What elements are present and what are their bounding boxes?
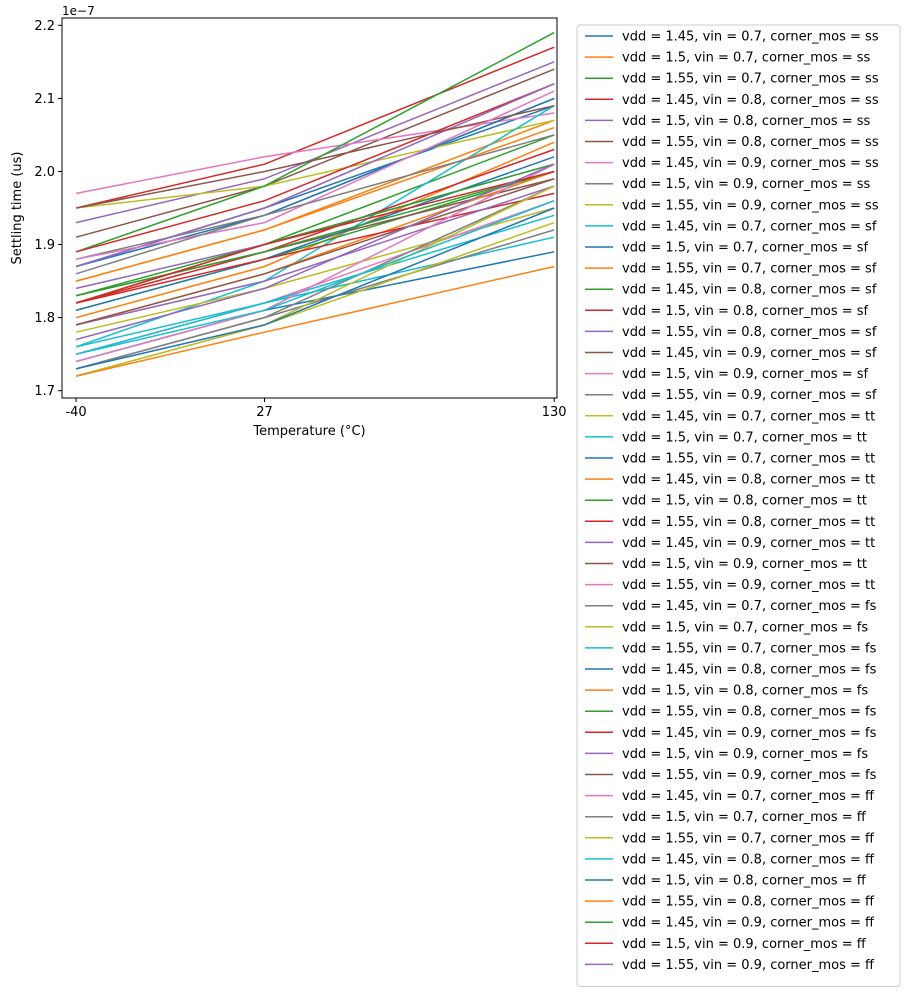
series-line [75, 170, 555, 304]
y-tick-label: 2.0 [34, 165, 55, 180]
series-layer [75, 31, 555, 377]
legend-label: vdd = 1.45, vin = 0.7, corner_mos = tt [622, 409, 875, 424]
x-tick-label: 130 [542, 405, 567, 420]
legend-label: vdd = 1.45, vin = 0.9, corner_mos = sf [622, 346, 877, 361]
legend-label: vdd = 1.55, vin = 0.7, corner_mos = ff [622, 831, 875, 846]
x-axis: -40 27 130 [65, 398, 567, 420]
y-tick-label: 1.9 [34, 238, 55, 253]
y-offset-label: 1e−7 [62, 4, 95, 18]
legend-label: vdd = 1.5, vin = 0.9, corner_mos = ff [622, 937, 867, 952]
legend-label: vdd = 1.45, vin = 0.9, corner_mos = ff [622, 916, 875, 931]
series-line [75, 185, 555, 370]
series-line [75, 236, 555, 348]
series-line [75, 61, 555, 224]
y-axis: 1.7 1.8 1.9 2.0 2.1 2.2 [34, 19, 62, 399]
legend-label: vdd = 1.5, vin = 0.8, corner_mos = ff [622, 874, 867, 889]
legend-label: vdd = 1.55, vin = 0.8, corner_mos = ff [622, 895, 875, 910]
legend-label: vdd = 1.5, vin = 0.8, corner_mos = sf [622, 304, 869, 319]
legend-label: vdd = 1.5, vin = 0.9, corner_mos = tt [622, 557, 867, 572]
series-line [75, 178, 555, 326]
legend-label: vdd = 1.45, vin = 0.8, corner_mos = sf [622, 283, 877, 298]
legend-label: vdd = 1.5, vin = 0.8, corner_mos = ss [622, 114, 871, 129]
legend-label: vdd = 1.5, vin = 0.7, corner_mos = fs [622, 620, 868, 635]
legend-label: vdd = 1.55, vin = 0.8, corner_mos = fs [622, 705, 877, 720]
legend-items: vdd = 1.45, vin = 0.7, corner_mos = ss vd… [585, 30, 879, 973]
y-tick-label: 1.8 [34, 311, 55, 326]
series-line [75, 207, 555, 370]
legend-frame [576, 24, 901, 987]
y-tick-label: 1.7 [34, 384, 55, 399]
legend-label: vdd = 1.55, vin = 0.9, corner_mos = sf [622, 388, 877, 403]
legend-label: vdd = 1.45, vin = 0.7, corner_mos = sf [622, 219, 877, 234]
legend-label: vdd = 1.55, vin = 0.7, corner_mos = fs [622, 641, 877, 656]
legend-label: vdd = 1.55, vin = 0.9, corner_mos = ff [622, 958, 875, 973]
x-tick-label: 27 [256, 405, 273, 420]
legend-label: vdd = 1.55, vin = 0.7, corner_mos = sf [622, 262, 877, 277]
legend-label: vdd = 1.5, vin = 0.8, corner_mos = fs [622, 684, 868, 699]
legend-label: vdd = 1.55, vin = 0.8, corner_mos = tt [622, 515, 875, 530]
legend-label: vdd = 1.55, vin = 0.8, corner_mos = sf [622, 325, 877, 340]
series-line [75, 163, 555, 341]
legend-label: vdd = 1.5, vin = 0.9, corner_mos = ss [622, 177, 871, 192]
legend-label: vdd = 1.45, vin = 0.7, corner_mos = ff [622, 789, 875, 804]
legend-label: vdd = 1.55, vin = 0.9, corner_mos = tt [622, 578, 875, 593]
legend-label: vdd = 1.55, vin = 0.7, corner_mos = tt [622, 452, 875, 467]
legend-label: vdd = 1.5, vin = 0.7, corner_mos = tt [622, 430, 867, 445]
y-tick-label: 2.1 [34, 92, 55, 107]
legend-label: vdd = 1.45, vin = 0.7, corner_mos = ss [622, 30, 879, 45]
series-line [75, 199, 555, 355]
series-line [75, 90, 555, 260]
y-axis-label: Settling time (us) [10, 152, 25, 265]
legend-label: vdd = 1.5, vin = 0.7, corner_mos = ff [622, 810, 867, 825]
legend-label: vdd = 1.45, vin = 0.8, corner_mos = tt [622, 473, 875, 488]
legend-label: vdd = 1.55, vin = 0.7, corner_mos = ss [622, 72, 879, 87]
legend-label: vdd = 1.45, vin = 0.8, corner_mos = ss [622, 93, 879, 108]
series-line [75, 104, 555, 209]
legend-label: vdd = 1.5, vin = 0.7, corner_mos = sf [622, 241, 869, 256]
legend-label: vdd = 1.55, vin = 0.8, corner_mos = ss [622, 135, 879, 150]
legend-label: vdd = 1.45, vin = 0.9, corner_mos = fs [622, 726, 877, 741]
legend-label: vdd = 1.45, vin = 0.9, corner_mos = tt [622, 536, 875, 551]
legend-label: vdd = 1.5, vin = 0.8, corner_mos = tt [622, 494, 867, 509]
legend-label: vdd = 1.45, vin = 0.9, corner_mos = ss [622, 156, 879, 171]
x-tick-label: -40 [65, 405, 86, 420]
series-line [75, 199, 555, 355]
legend-label: vdd = 1.5, vin = 0.7, corner_mos = ss [622, 51, 871, 66]
series-line [75, 134, 555, 275]
series-line [75, 31, 555, 253]
series-line [75, 214, 555, 355]
legend-label: vdd = 1.55, vin = 0.9, corner_mos = fs [622, 768, 877, 783]
series-line [75, 126, 555, 282]
legend-label: vdd = 1.45, vin = 0.7, corner_mos = fs [622, 599, 877, 614]
legend: vdd = 1.45, vin = 0.7, corner_mos = ss vd… [576, 24, 901, 987]
series-line [75, 192, 555, 304]
series-line [75, 46, 555, 209]
x-axis-label: Temperature (°C) [252, 424, 365, 439]
legend-label: vdd = 1.45, vin = 0.8, corner_mos = fs [622, 663, 877, 678]
legend-label: vdd = 1.5, vin = 0.9, corner_mos = sf [622, 367, 869, 382]
series-line [75, 170, 555, 297]
y-tick-label: 2.2 [34, 19, 55, 34]
series-line [75, 265, 555, 377]
legend-label: vdd = 1.45, vin = 0.8, corner_mos = ff [622, 852, 875, 867]
axes-frame [61, 17, 558, 399]
legend-label: vdd = 1.5, vin = 0.9, corner_mos = fs [622, 747, 868, 762]
legend-label: vdd = 1.55, vin = 0.9, corner_mos = ss [622, 198, 879, 213]
series-line [75, 83, 555, 253]
series-line [75, 185, 555, 326]
